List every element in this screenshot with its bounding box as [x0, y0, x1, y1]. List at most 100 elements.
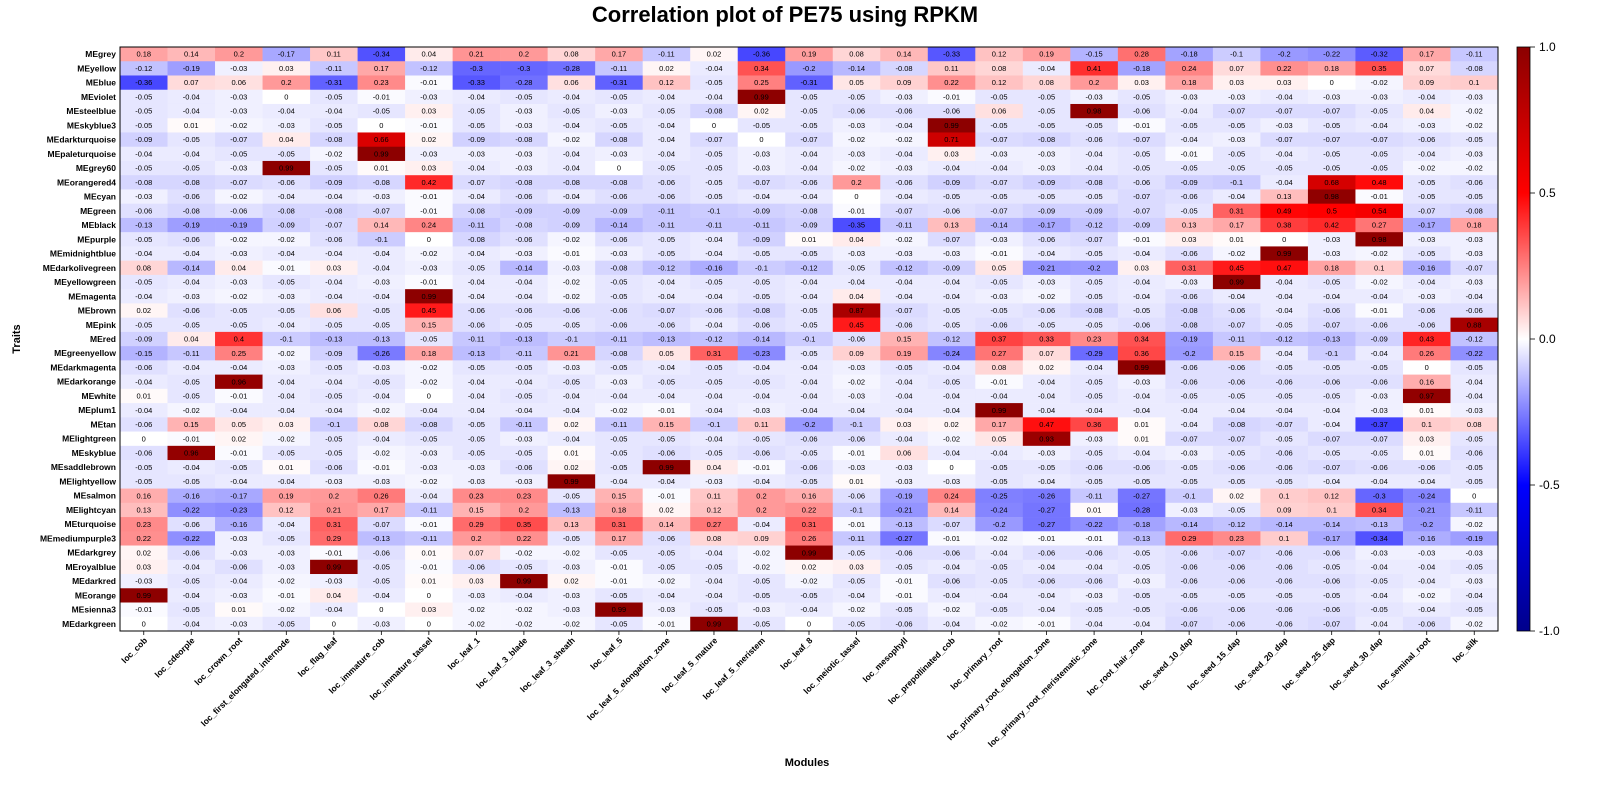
heatmap-cell [1307, 559, 1356, 575]
heatmap-cell [310, 317, 358, 333]
colorbar-ticks: -1.0-0.50.00.51.0 [1530, 40, 1560, 638]
cell-value-label: -0.05 [1228, 506, 1245, 515]
cell-value-label: 0.07 [1419, 64, 1434, 73]
cell-value-label: -0.05 [325, 449, 342, 458]
cell-value-label: -0.27 [1038, 506, 1055, 515]
cell-value-label: -0.05 [373, 306, 390, 315]
cell-value-label: 0.2 [471, 534, 481, 543]
heatmap-cell [1260, 588, 1309, 603]
cell-value-label: -0.04 [278, 477, 295, 486]
heatmap-cell [1117, 445, 1166, 461]
cell-value-label: 0.08 [374, 420, 389, 429]
cell-value-label: -0.05 [848, 548, 865, 557]
cell-value-label: -0.05 [705, 605, 722, 614]
cell-value-label: 0.23 [374, 78, 389, 87]
heatmap-cell [500, 75, 548, 91]
cell-value-label: -0.06 [991, 320, 1008, 329]
heatmap-cell [310, 103, 358, 119]
cell-value-label: -0.03 [135, 192, 152, 201]
heatmap-cell [1022, 331, 1071, 347]
heatmap-cell [832, 118, 881, 133]
heatmap-cell [1022, 89, 1071, 105]
heatmap-cell [405, 189, 453, 204]
heatmap-cell [1402, 346, 1451, 361]
heatmap-cell [690, 189, 739, 204]
heatmap-cell [1450, 175, 1499, 190]
heatmap-cell [1212, 574, 1261, 589]
cell-value-label: 0.99 [707, 619, 722, 628]
heatmap-cell [927, 303, 976, 318]
heatmap-cell [1450, 531, 1499, 546]
heatmap-cell [167, 274, 216, 290]
cell-value-label: 0.01 [1134, 420, 1149, 429]
heatmap-cell [975, 602, 1024, 618]
cell-value-label: -0.04 [1466, 591, 1483, 600]
heatmap-cell [500, 89, 548, 105]
cell-value-label: -0.04 [135, 149, 152, 158]
cell-value-label: -0.03 [1466, 149, 1483, 158]
cell-value-label: -0.02 [373, 406, 390, 415]
heatmap-cell [262, 445, 311, 461]
heatmap-cell [880, 317, 929, 333]
cell-value-label: -0.08 [800, 206, 817, 215]
cell-value-label: -0.05 [1323, 278, 1340, 287]
cell-value-label: -0.07 [1276, 107, 1293, 116]
cell-value-label: -0.12 [1086, 221, 1103, 230]
heatmap-cell [547, 246, 596, 261]
heatmap-cell [1260, 474, 1309, 489]
cell-value-label: -0.04 [1323, 292, 1340, 301]
cell-value-label: -0.04 [705, 548, 722, 557]
cell-value-label: -0.06 [1228, 619, 1245, 628]
heatmap-cell [1070, 445, 1119, 461]
heatmap-cell [737, 388, 786, 404]
heatmap-cell [975, 488, 1024, 504]
heatmap-cell [500, 118, 548, 133]
heatmap-cell [927, 217, 976, 233]
heatmap-cell [167, 346, 216, 361]
heatmap-cell [1022, 602, 1071, 618]
heatmap-cell [1212, 89, 1261, 105]
heatmap-cell [737, 260, 786, 276]
cell-value-label: -0.05 [1276, 392, 1293, 401]
heatmap-cell [832, 502, 881, 518]
cell-value-label: 0.87 [849, 306, 864, 315]
heatmap-cell [547, 61, 596, 76]
heatmap-cell [1355, 246, 1404, 261]
cell-value-label: -0.06 [1181, 377, 1198, 386]
heatmap-cell [1307, 75, 1356, 91]
cell-value-label: -0.09 [943, 263, 960, 272]
cell-value-label: -0.03 [658, 605, 675, 614]
cell-value-label: -0.05 [1466, 605, 1483, 614]
cell-value-label: -0.04 [135, 249, 152, 258]
heatmap-cell [405, 445, 453, 461]
heatmap-cell [642, 160, 691, 176]
heatmap-cell [1260, 232, 1309, 247]
heatmap-cell [452, 545, 501, 561]
cell-value-label: -0.04 [1038, 249, 1055, 258]
cell-value-label: -0.04 [1276, 278, 1293, 287]
heatmap-cell [500, 545, 548, 561]
cell-value-label: -0.04 [278, 192, 295, 201]
cell-value-label: 0.24 [1182, 64, 1197, 73]
heatmap-cell [1165, 47, 1214, 62]
cell-value-label: -0.05 [515, 320, 532, 329]
heatmap-cell [1165, 189, 1214, 204]
cell-value-label: -0.05 [1371, 164, 1388, 173]
cell-value-label: -0.05 [1228, 449, 1245, 458]
heatmap-cell [927, 502, 976, 518]
cell-value-label: 0.99 [517, 577, 532, 586]
cell-value-label: 0.05 [992, 434, 1007, 443]
cell-value-label: 0.2 [519, 50, 529, 59]
heatmap-cell [737, 303, 786, 318]
cell-value-label: -0.12 [135, 64, 152, 73]
cell-value-label: 0.34 [754, 64, 769, 73]
cell-value-label: -0.05 [468, 263, 485, 272]
cell-value-label: -0.04 [468, 392, 485, 401]
heatmap-cell [1117, 47, 1166, 62]
heatmap-cell [1022, 445, 1071, 461]
heatmap-cell [737, 232, 786, 247]
cell-value-label: 0.27 [992, 349, 1007, 358]
cell-value-label: -0.06 [183, 306, 200, 315]
heatmap-cell [215, 388, 263, 404]
cell-value-label: 0.03 [279, 420, 294, 429]
